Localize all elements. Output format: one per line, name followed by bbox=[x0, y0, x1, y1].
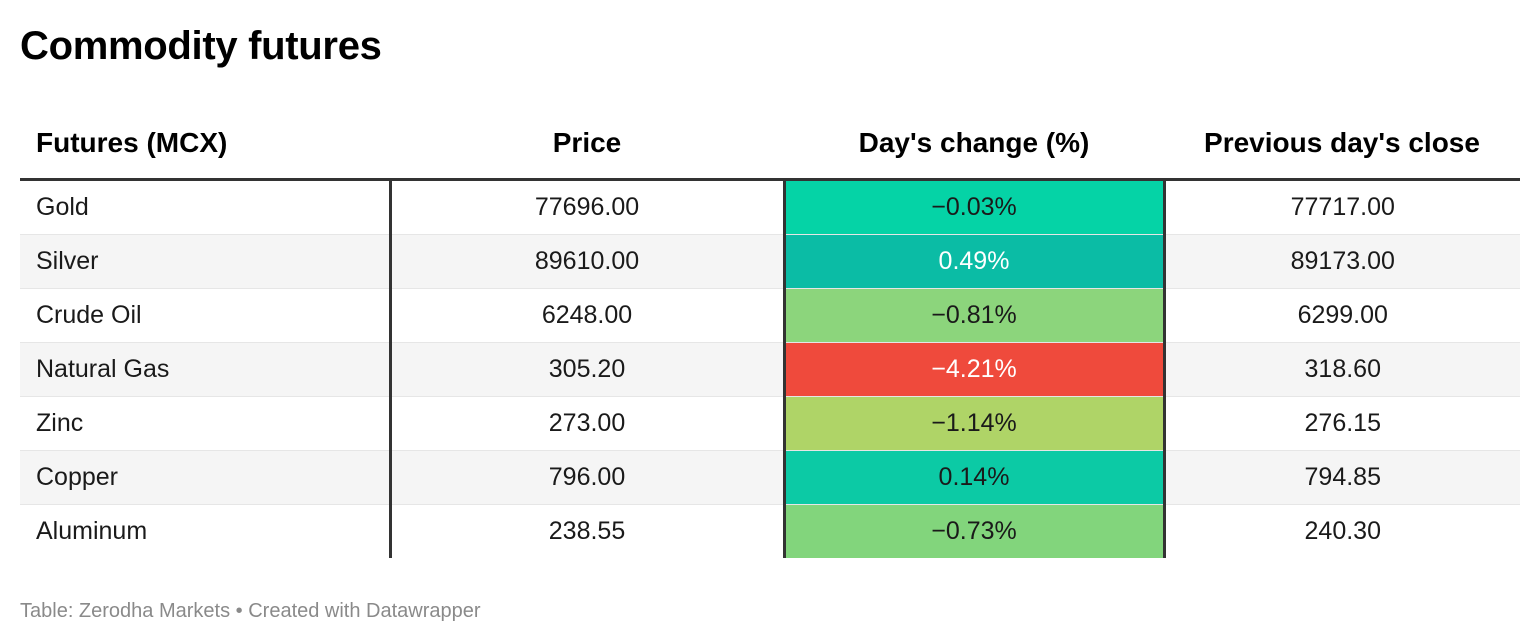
cell-price: 273.00 bbox=[388, 396, 784, 451]
source-footnote: Table: Zerodha Markets • Created with Da… bbox=[20, 600, 481, 622]
cell-day-change: −1.14% bbox=[782, 396, 1166, 451]
cell-previous-close: 77717.00 bbox=[1164, 179, 1520, 235]
cell-futures-name: Gold bbox=[20, 179, 390, 235]
cell-price: 796.00 bbox=[388, 450, 784, 505]
cell-futures-name: Zinc bbox=[20, 396, 390, 451]
cell-futures-name: Aluminum bbox=[36, 517, 148, 545]
cell-previous-close: 89173.00 bbox=[1164, 234, 1520, 289]
cell-previous-close: 240.30 bbox=[1304, 517, 1381, 545]
table-row: Crude Oil 6248.00 −0.81% 6299.00 bbox=[20, 288, 1520, 343]
commodity-table: Futures (MCX) Price Day's change (%) Pre… bbox=[20, 108, 1520, 558]
cell-price: 305.20 bbox=[388, 342, 784, 397]
column-header-futures[interactable]: Futures (MCX) bbox=[20, 108, 390, 181]
column-header-prev-close[interactable]: Previous day's close bbox=[1164, 108, 1520, 181]
cell-day-change: 0.14% bbox=[782, 450, 1166, 505]
cell-day-change: −0.03% bbox=[782, 179, 1166, 235]
chart-title: Commodity futures bbox=[20, 24, 382, 68]
cell-day-change: −4.21% bbox=[782, 342, 1166, 397]
cell-previous-close: 6299.00 bbox=[1164, 288, 1520, 343]
cell-price: 238.55 bbox=[388, 504, 784, 558]
column-header-change[interactable]: Day's change (%) bbox=[784, 108, 1164, 181]
cell-previous-close: 276.15 bbox=[1164, 396, 1520, 451]
cell-previous-close: 794.85 bbox=[1164, 450, 1520, 505]
cell-price: 6248.00 bbox=[388, 288, 784, 343]
table-row: Natural Gas 305.20 −4.21% 318.60 bbox=[20, 342, 1520, 397]
cell-price: 89610.00 bbox=[388, 234, 784, 289]
cell-price: 77696.00 bbox=[388, 179, 784, 235]
column-header-price[interactable]: Price bbox=[390, 108, 784, 181]
cell-day-change: 0.49% bbox=[782, 234, 1166, 289]
table-row: Aluminum 238.55 −0.73% 240.30 bbox=[20, 504, 1520, 558]
cell-day-change: −0.73% bbox=[782, 504, 1166, 558]
table-row: Zinc 273.00 −1.14% 276.15 bbox=[20, 396, 1520, 451]
cell-futures-name: Natural Gas bbox=[20, 342, 390, 397]
header-row: Futures (MCX) Price Day's change (%) Pre… bbox=[20, 108, 1520, 181]
table-row: Copper 796.00 0.14% 794.85 bbox=[20, 450, 1520, 505]
cell-day-change: −0.81% bbox=[782, 288, 1166, 343]
table-row: Silver 89610.00 0.49% 89173.00 bbox=[20, 234, 1520, 289]
cell-futures-name: Silver bbox=[20, 234, 390, 289]
cell-futures-name: Crude Oil bbox=[20, 288, 390, 343]
table-row: Gold 77696.00 −0.03% 77717.00 bbox=[20, 179, 1520, 235]
table-body: Gold 77696.00 −0.03% 77717.00 Silver 89610.00… bbox=[20, 179, 1520, 558]
cell-previous-close: 318.60 bbox=[1164, 342, 1520, 397]
cell-futures-name: Copper bbox=[20, 450, 390, 505]
table-header: Futures (MCX) Price Day's change (%) Pre… bbox=[20, 108, 1520, 181]
